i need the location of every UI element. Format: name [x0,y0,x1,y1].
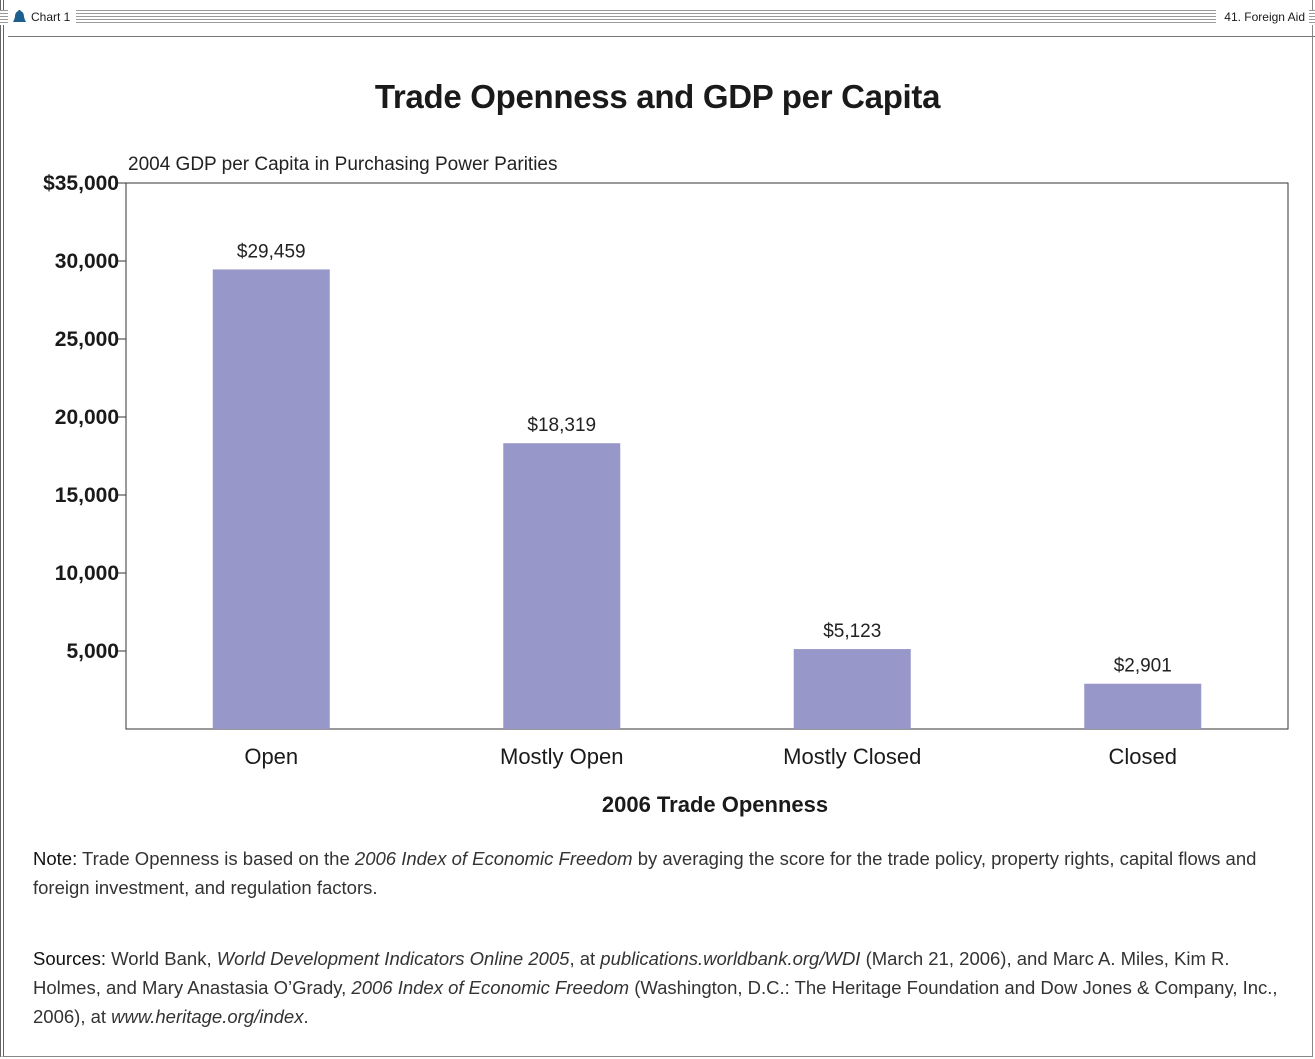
note-text-1: Trade Openness is based on the [77,848,355,869]
sources-text-4: (Washington, D.C.: The Heritage Foundati… [33,977,1278,1027]
note-text-2: by averaging the score for the trade pol… [33,848,1257,898]
bar [1084,683,1202,729]
sources-text-5: . [303,1006,309,1027]
bar [503,443,621,729]
bar-value-label: $5,123 [823,621,881,642]
sources-text-1: World Bank, [106,948,217,969]
note-lead: Note: [33,848,78,869]
header-chart-label: Chart 1 [31,10,71,24]
bar [212,269,330,729]
note-italic-1: 2006 Index of Economic Freedom [354,848,633,869]
sources-italic-2: publications.worldbank.org/WDI [600,948,861,969]
plot-frame [125,182,1289,730]
sources-paragraph: Sources: World Bank, World Development I… [33,944,1283,1031]
y-tick-label: 10,000 [55,562,119,585]
sources-italic-3: 2006 Index of Economic Freedom [351,977,630,998]
y-tick-label: 25,000 [55,328,119,351]
x-category-label: Closed [1109,744,1177,769]
liberty-bell-icon [13,10,26,22]
sources-italic-1: World Development Indicators Online 2005 [216,948,570,969]
y-axis-label: 2004 GDP per Capita in Purchasing Power … [128,154,558,175]
header-bar: Chart 1 41. Foreign Aid [0,0,1315,37]
x-category-label: Mostly Open [500,744,624,769]
chart-title: Trade Openness and GDP per Capita [374,78,941,115]
bar [793,649,911,729]
y-tick-label: 30,000 [55,250,119,273]
y-tick-label: $35,000 [43,172,119,195]
sources-lead: Sources: [33,948,107,969]
note-paragraph: Note: Trade Openness is based on the 200… [33,844,1283,902]
y-tick-label: 20,000 [55,406,119,429]
header-divider [8,36,1315,37]
header-right-tab: 41. Foreign Aid [1216,7,1309,27]
x-category-label: Open [244,744,298,769]
header-left-tab: Chart 1 [8,7,77,27]
bar-value-label: $29,459 [237,241,306,262]
x-category-label: Mostly Closed [783,744,921,769]
header-section-label: 41. Foreign Aid [1224,10,1305,24]
header-rule-lines [0,10,1315,25]
sources-text-3: (March 21, 2006), and Marc A. Miles, Kim… [33,948,1230,998]
x-axis-title: 2006 Trade Openness [601,792,829,817]
sources-italic-4: www.heritage.org/index [111,1006,304,1027]
bar-value-label: $18,319 [527,415,596,436]
y-tick-label: 15,000 [55,484,119,507]
y-tick-label: 5,000 [66,640,119,663]
bar-value-label: $2,901 [1114,656,1172,677]
sources-text-2: , at [569,948,601,969]
